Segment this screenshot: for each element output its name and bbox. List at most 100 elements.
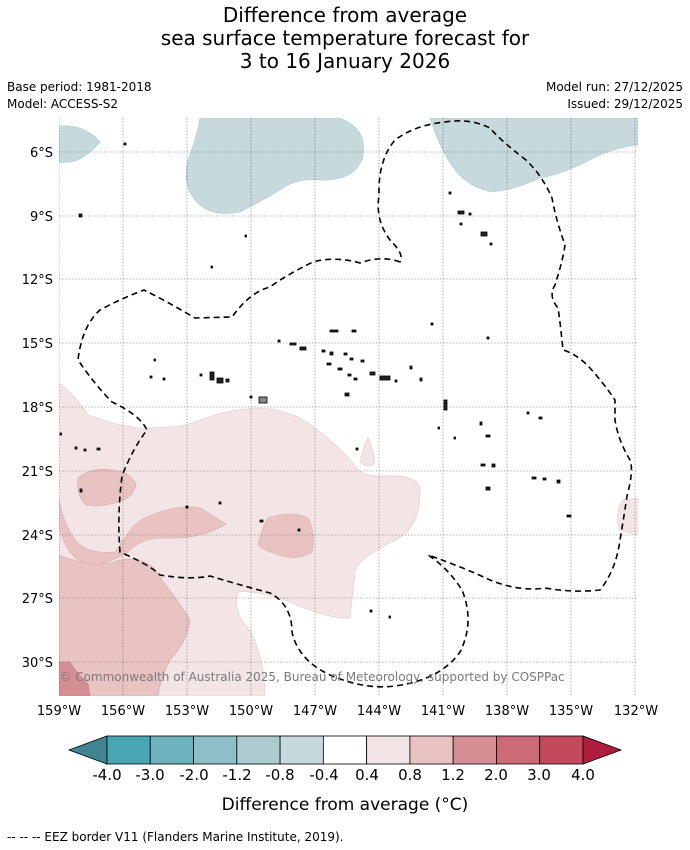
colorbar-segment	[366, 735, 411, 765]
title-line-3: 3 to 16 January 2026	[239, 49, 451, 73]
island	[491, 463, 496, 468]
island	[277, 339, 281, 343]
island	[489, 242, 493, 246]
island	[453, 436, 456, 440]
island	[96, 447, 101, 451]
island	[459, 222, 463, 226]
island	[457, 210, 465, 215]
island	[209, 371, 215, 381]
islands	[59, 142, 572, 619]
island	[468, 212, 472, 216]
island	[149, 375, 153, 379]
island	[210, 265, 213, 269]
island	[369, 371, 376, 376]
title-line-2: sea surface temperature forecast for	[160, 26, 530, 50]
island	[480, 463, 486, 467]
anomaly-region-warm-southwest-lower	[59, 554, 191, 696]
island	[349, 357, 354, 361]
colorbar-tick-label: -4.0	[92, 766, 122, 784]
colorbar-title: Difference from average (°C)	[221, 795, 469, 815]
island	[299, 346, 307, 351]
island	[321, 349, 326, 353]
island	[486, 336, 490, 340]
lon-label: 141°W	[421, 704, 465, 719]
colorbar-tick-label: 1.2	[441, 766, 465, 784]
colorbar-tick-label: 4.0	[571, 766, 595, 784]
base-period: Base period: 1981-2018	[7, 80, 152, 94]
island	[259, 519, 264, 523]
island	[249, 395, 253, 399]
colorbar-segment	[452, 735, 497, 765]
island	[258, 396, 268, 404]
island	[289, 342, 297, 346]
island	[448, 191, 452, 195]
anomaly-region-cool-north-west	[59, 125, 101, 163]
island	[83, 448, 87, 452]
island	[379, 375, 391, 381]
anomaly-region-warm-east-edge	[617, 497, 638, 536]
island	[218, 501, 222, 505]
island	[542, 477, 547, 481]
anomaly-region-warm-patch-centre	[257, 513, 314, 558]
island	[355, 447, 359, 451]
lon-label: 153°W	[165, 704, 209, 719]
colorbar-segment	[539, 735, 584, 765]
island	[351, 329, 357, 333]
island	[437, 426, 440, 430]
island	[556, 479, 561, 484]
colorbar-extend-low	[67, 735, 108, 765]
island	[244, 234, 247, 238]
island	[394, 379, 398, 383]
model-run: Model run: 27/12/2025	[545, 80, 683, 94]
island	[185, 505, 189, 509]
issued-date: Issued: 29/12/2025	[567, 97, 683, 111]
map-area: © Commonwealth of Australia 2025, Bureau…	[59, 118, 638, 696]
island	[538, 416, 543, 420]
colorbar-tick-label: 3.0	[527, 766, 551, 784]
colorbar-tick-label: -2.0	[179, 766, 209, 784]
island	[479, 421, 483, 426]
lat-label: 27°S	[22, 592, 53, 607]
lat-label: 6°S	[30, 146, 53, 161]
island	[443, 399, 448, 411]
island	[388, 615, 391, 619]
island	[162, 377, 166, 381]
island	[153, 358, 156, 362]
lat-label: 30°S	[22, 656, 53, 671]
graticule	[59, 118, 638, 696]
colorbar-extend-high	[582, 735, 623, 765]
island	[347, 373, 352, 377]
anomaly-region-warm-strong-corner	[59, 661, 91, 696]
island	[526, 411, 530, 415]
colorbar-segment	[106, 735, 151, 765]
copyright-text: © Commonwealth of Australia 2025, Bureau…	[59, 670, 564, 684]
colorbar-segment	[149, 735, 194, 765]
colorbar-tick-label: -1.2	[222, 766, 252, 784]
lat-label: 9°S	[30, 210, 53, 225]
island	[485, 486, 491, 491]
lat-label: 15°S	[22, 337, 53, 352]
lon-label: 156°W	[101, 704, 145, 719]
meta-right: Model run: 27/12/2025 Issued: 29/12/2025	[546, 79, 683, 113]
island	[216, 377, 224, 384]
island	[123, 142, 127, 146]
title-line-1: Difference from average	[222, 3, 468, 27]
lon-label: 147°W	[293, 704, 337, 719]
colorbar	[67, 735, 623, 765]
island	[78, 213, 83, 218]
lon-label: 159°W	[37, 704, 81, 719]
meta-left: Base period: 1981-2018 Model: ACCESS-S2	[7, 79, 152, 113]
island	[360, 359, 365, 363]
island	[199, 373, 203, 377]
island	[329, 329, 339, 333]
island	[409, 365, 413, 370]
eez-border	[77, 120, 633, 688]
island	[566, 514, 572, 518]
lon-label: 135°W	[549, 704, 593, 719]
colorbar-tick-label: -0.8	[265, 766, 295, 784]
island	[353, 377, 358, 381]
island	[79, 488, 83, 493]
lon-label: 150°W	[229, 704, 273, 719]
anomaly-region-cool-north-centre	[185, 118, 364, 214]
colorbar-segment	[322, 735, 368, 765]
